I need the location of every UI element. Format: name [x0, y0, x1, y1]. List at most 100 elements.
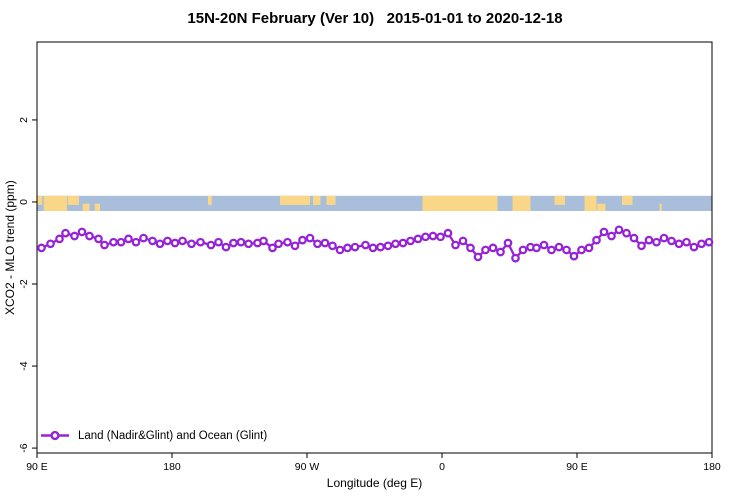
- data-point-marker: [368, 243, 378, 253]
- land-patch: [659, 203, 662, 211]
- data-point-marker: [170, 238, 180, 248]
- data-point-marker: [614, 225, 624, 235]
- land-patch: [94, 203, 100, 211]
- data-point-marker: [37, 243, 46, 253]
- data-point-marker: [109, 237, 118, 247]
- data-point-marker: [259, 236, 268, 246]
- land-patch: [208, 195, 212, 205]
- data-point-marker: [451, 240, 460, 250]
- data-point-marker: [298, 235, 307, 245]
- data-point-marker: [682, 237, 691, 247]
- data-point-marker: [577, 245, 586, 255]
- x-tick-label: 90 E: [26, 461, 48, 473]
- data-point-marker: [413, 234, 423, 244]
- y-tick-label: -2: [18, 279, 30, 288]
- data-point-marker: [335, 245, 345, 255]
- data-point-marker: [569, 251, 579, 261]
- x-tick-label: 0: [439, 461, 445, 473]
- data-point-marker: [503, 238, 513, 248]
- land-patch: [326, 195, 336, 205]
- data-point-marker: [124, 234, 133, 244]
- land-patch: [43, 195, 67, 211]
- data-point-marker: [592, 235, 601, 245]
- data-point-marker: [46, 239, 55, 249]
- x-tick-label: 90 E: [566, 461, 588, 473]
- data-point-marker: [607, 231, 616, 241]
- land-patch: [67, 195, 79, 205]
- data-point-marker: [313, 239, 322, 249]
- data-point-marker: [622, 228, 631, 238]
- data-point-marker: [466, 243, 475, 253]
- data-point-marker: [398, 238, 408, 248]
- data-point-marker: [652, 237, 661, 247]
- data-point-marker: [644, 235, 654, 245]
- data-point-marker: [139, 233, 148, 243]
- data-point-marker: [274, 239, 283, 249]
- data-point-marker: [473, 252, 483, 262]
- data-point-marker: [428, 231, 438, 241]
- data-point-marker: [196, 237, 205, 247]
- data-point-marker: [554, 242, 564, 252]
- data-point-marker: [481, 245, 490, 255]
- data-point-marker: [350, 242, 360, 252]
- data-point-marker: [421, 232, 430, 242]
- data-point-marker: [391, 239, 400, 249]
- data-point-marker: [458, 236, 468, 246]
- data-point-marker: [539, 240, 549, 250]
- land-patch: [422, 195, 498, 211]
- data-point-marker: [488, 243, 498, 253]
- data-point-marker: [674, 239, 684, 249]
- data-point-marker: [116, 237, 126, 247]
- data-point-marker: [229, 238, 238, 248]
- y-tick-label: -6: [18, 443, 30, 452]
- land-patch: [37, 195, 43, 205]
- data-point-marker: [328, 241, 337, 251]
- data-point-marker: [155, 239, 165, 249]
- data-point-marker: [443, 228, 453, 238]
- y-tick-label: 2: [18, 117, 30, 123]
- y-tick-label: 0: [18, 199, 30, 205]
- data-point-marker: [547, 245, 556, 255]
- data-point-marker: [511, 253, 520, 263]
- data-point-marker: [85, 231, 94, 241]
- data-point-marker: [163, 236, 172, 246]
- data-point-marker: [518, 245, 528, 255]
- data-point-marker: [584, 243, 594, 253]
- land-patch: [82, 203, 90, 211]
- land-patch: [280, 195, 310, 205]
- data-point-marker: [667, 236, 676, 246]
- data-point-marker: [496, 247, 505, 257]
- legend: Land (Nadir&Glint) and Ocean (Glint): [41, 428, 267, 443]
- data-point-marker: [659, 233, 669, 243]
- data-point-marker: [376, 242, 385, 252]
- x-tick-label: 90 W: [295, 461, 320, 473]
- data-point-marker: [148, 236, 157, 246]
- data-point-marker: [187, 239, 196, 249]
- data-point-marker: [406, 236, 415, 246]
- data-point-marker: [320, 238, 330, 248]
- legend-label: Land (Nadir&Glint) and Ocean (Glint): [78, 429, 268, 442]
- data-point-marker: [704, 237, 714, 247]
- data-point-marker: [55, 234, 64, 244]
- data-point-marker: [562, 245, 571, 255]
- data-point-marker: [689, 242, 699, 252]
- ocean-band: [37, 195, 712, 211]
- chart-title: 15N-20N February (Ver 10) 2015-01-01 to …: [187, 10, 563, 27]
- x-axis-label: Longitude (deg E): [326, 476, 423, 490]
- data-point-marker: [178, 236, 187, 246]
- land-patch: [597, 203, 606, 211]
- plot-border: [36, 41, 713, 454]
- legend-symbol-icon: [41, 430, 69, 441]
- data-point-marker: [599, 227, 609, 237]
- data-point-marker: [94, 234, 103, 244]
- x-tick-label: 180: [703, 461, 721, 473]
- data-point-marker: [697, 239, 706, 249]
- data-point-marker: [77, 227, 87, 237]
- data-point-marker: [268, 243, 277, 253]
- data-point-marker: [61, 228, 70, 238]
- data-point-marker: [637, 241, 646, 251]
- data-point-marker: [100, 240, 109, 250]
- data-point-marker: [214, 237, 223, 247]
